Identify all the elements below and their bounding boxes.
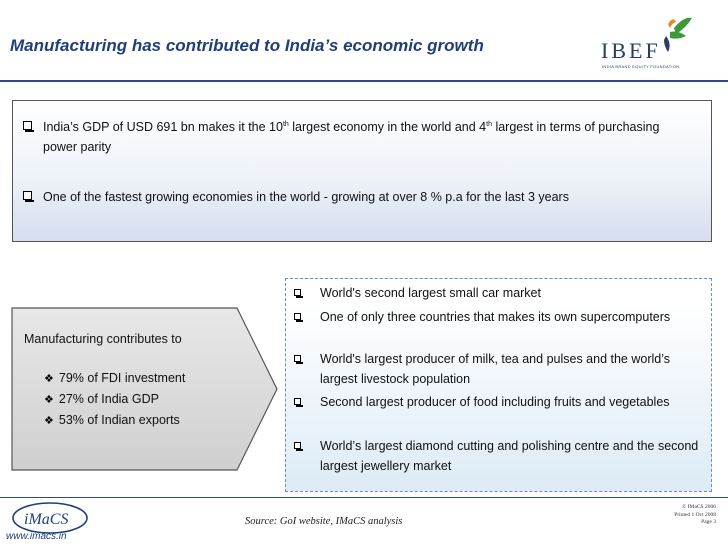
gdp-bullet-text: India’s GDP of USD 691 bn makes it the 1… xyxy=(43,120,660,154)
list-item: ❖ 27% of India GDP xyxy=(44,389,185,410)
square-bullet-icon xyxy=(23,191,34,202)
imacs-url: www.imacs.in xyxy=(6,531,67,542)
square-bullet-icon xyxy=(23,121,34,132)
list-item: ❖ 53% of Indian exports xyxy=(44,410,185,431)
source-note: Source: GoI website, IMaCS analysis xyxy=(245,516,403,527)
ibef-bird-icon xyxy=(664,17,692,52)
manufacturing-label: Manufacturing contributes to xyxy=(24,332,182,346)
manufacturing-list: ❖ 79% of FDI investment ❖ 27% of India GDP… xyxy=(44,368,185,431)
growth-bullet-text: One of the fastest growing economies in … xyxy=(43,190,569,204)
page-number: Page 3 xyxy=(701,519,716,525)
copyright-text: © IMaCS 2006 xyxy=(682,504,716,510)
title-divider xyxy=(0,80,728,82)
diamond-bullet-icon: ❖ xyxy=(44,373,54,385)
square-bullet-icon xyxy=(294,355,303,364)
svg-text:iMaCS: iMaCS xyxy=(24,511,68,528)
ibef-logo: IBEF INDIA BRAND EQUITY FOUNDATION xyxy=(598,12,710,70)
printed-date: Printed 1 Oct 2008 xyxy=(674,511,716,518)
square-bullet-icon xyxy=(294,442,303,451)
diamond-bullet-icon: ❖ xyxy=(44,415,54,427)
ibef-logo-subtext: INDIA BRAND EQUITY FOUNDATION xyxy=(602,64,680,69)
square-bullet-icon xyxy=(294,313,303,322)
square-bullet-icon xyxy=(294,398,303,407)
ibef-logo-text: IBEF xyxy=(601,38,661,63)
list-item: ❖ 79% of FDI investment xyxy=(44,368,185,389)
diamond-bullet-icon: ❖ xyxy=(44,394,54,406)
manufacturing-arrow-shape xyxy=(11,307,278,471)
square-bullet-icon xyxy=(294,289,303,298)
page-title: Manufacturing has contributed to India’s… xyxy=(10,36,484,55)
achievements-box: World's second largest small car market … xyxy=(285,278,712,492)
footer-meta: © IMaCS 2006 Printed 1 Oct 2008 Page 3 xyxy=(674,504,716,527)
footer-divider xyxy=(0,497,728,498)
gdp-highlights-box: India’s GDP of USD 691 bn makes it the 1… xyxy=(12,100,712,242)
imacs-logo: iMaCS xyxy=(12,502,88,534)
